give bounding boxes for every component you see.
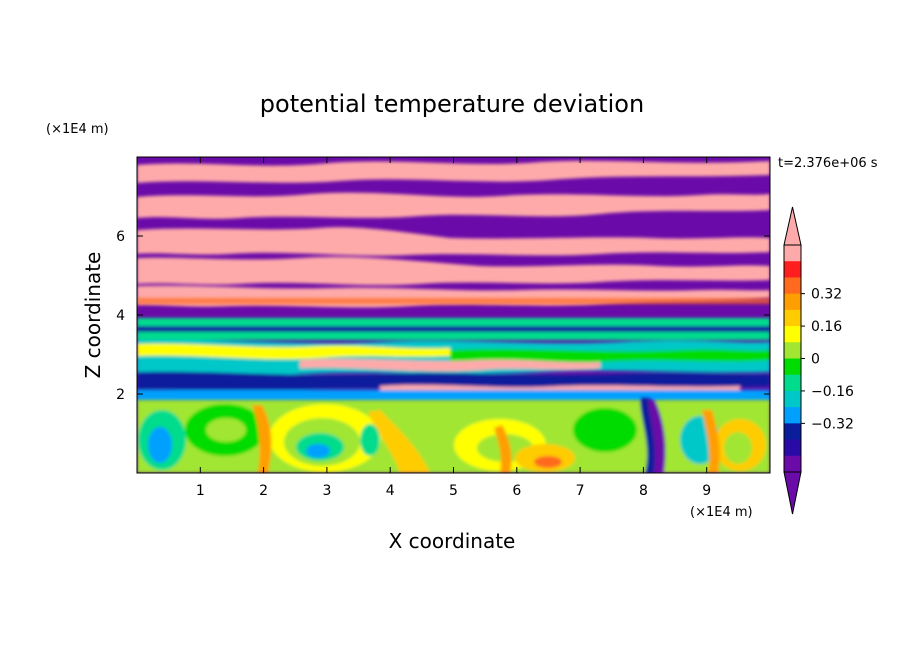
vortex-5-red [534, 456, 562, 468]
pink-streak-mid [300, 358, 600, 372]
colorbar-under-triangle [783, 471, 802, 515]
x-tick-label: 8 [639, 483, 648, 499]
yellow-streak [137, 343, 450, 360]
colorbar-tick-label: 0 [811, 352, 820, 368]
colorbar-segment [784, 390, 801, 408]
colorbar-segment [784, 423, 801, 441]
x-axis-label: X coordinate [389, 529, 516, 553]
y-axis: 2 4 6 [116, 229, 770, 403]
time-label: t=2.376e+06 s [778, 156, 878, 171]
cyan-strip [137, 390, 770, 402]
colorbar-tick-label: 0.32 [811, 287, 842, 303]
pink-band-4 [137, 256, 770, 286]
colorbar-segment [784, 358, 801, 376]
y-tick-label: 4 [116, 308, 125, 324]
x-tick-label: 4 [386, 483, 395, 499]
purple-plume [648, 400, 666, 473]
x-tick-label: 1 [196, 483, 205, 499]
orange-streak [137, 298, 770, 304]
colorbar-segment [784, 326, 801, 343]
x-tick-label: 7 [576, 483, 585, 499]
colorbar: 0.32 0.16 0 −0.16 −0.32 [783, 206, 854, 515]
y-axis-label: Z coordinate [81, 252, 105, 379]
x-tick-label: 3 [322, 483, 331, 499]
green-patch [450, 348, 770, 364]
colorbar-segment [784, 407, 801, 424]
chart-title: potential temperature deviation [260, 90, 644, 118]
colorbar-segment [784, 277, 801, 295]
x-tick-label: 9 [702, 483, 711, 499]
y-tick-label: 2 [116, 387, 125, 403]
colorbar-segment [784, 439, 801, 457]
cyan-pocket-1 [360, 424, 380, 456]
y-tick-label: 6 [116, 229, 125, 245]
x-tick-label: 6 [512, 483, 521, 499]
colorbar-segment [784, 245, 801, 262]
colorbar-tick-label: −0.16 [811, 384, 854, 400]
x-unit-label: (×1E4 m) [690, 505, 753, 520]
orange-plume-2 [368, 410, 430, 473]
x-axis: 1 2 3 4 5 6 7 8 9 [196, 157, 711, 499]
pink-band-3 [137, 227, 770, 256]
colorbar-segment [784, 293, 801, 311]
colorbar-tick-label: −0.32 [811, 416, 854, 432]
colorbar-segment [784, 342, 801, 359]
vortex-2-inner [206, 418, 246, 442]
colorbar-segment [784, 309, 801, 327]
x-tick-label: 2 [259, 483, 268, 499]
vortex-1-inner [148, 427, 172, 463]
x-tick-label: 5 [449, 483, 458, 499]
contour-field [137, 157, 770, 473]
vortex-3-blue [306, 444, 330, 458]
pink-band-1 [137, 160, 770, 183]
orange-plume-3 [494, 425, 512, 473]
pink-band-2 [137, 192, 770, 219]
colorbar-segment [784, 455, 801, 473]
orange-plume-1 [252, 405, 272, 473]
y-unit-label: (×1E4 m) [46, 122, 109, 137]
orange-plume-4 [702, 410, 720, 473]
lower-layer [137, 398, 770, 473]
colorbar-segment [784, 261, 801, 278]
mid-layer [137, 298, 770, 402]
vortex-7-green [724, 432, 752, 464]
colorbar-segment [784, 374, 801, 392]
colorbar-over-triangle [783, 206, 802, 246]
colorbar-tick-label: 0.16 [811, 319, 842, 335]
vortex-6-green [573, 408, 637, 452]
blue-streak [137, 326, 770, 332]
